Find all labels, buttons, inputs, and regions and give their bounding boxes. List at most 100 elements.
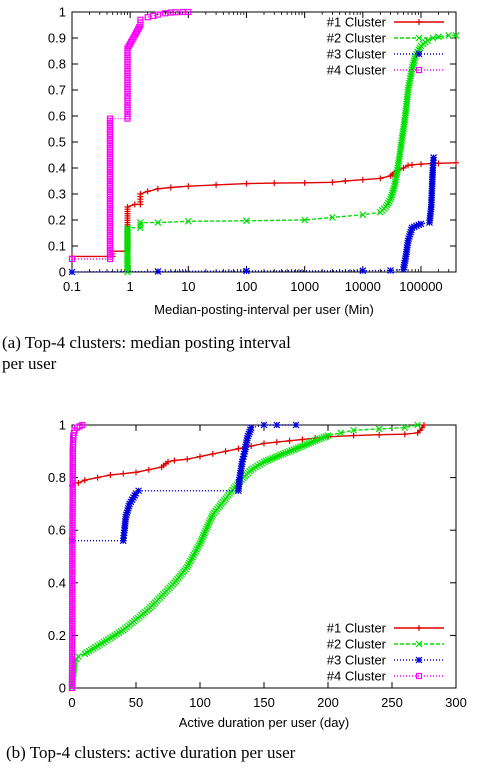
chart-b-series-2-point (316, 435, 323, 443)
chart-a-series-1-point (167, 184, 174, 191)
chart-a-series-2-point (452, 31, 460, 39)
chart-b-series-3-point (243, 434, 251, 442)
chart-a-ytick-label: 0 (59, 265, 66, 280)
chart-b-series-2-point (305, 439, 313, 447)
chart-a: 0.1 1 10 100 1000 10000 10000000.10.20.30.40.5… (2, 5, 460, 373)
chart-a-legend-label-4: #4 Cluster (327, 63, 387, 78)
chart-b-series-2-point (311, 437, 319, 445)
chart-b-series-2-point (190, 551, 198, 559)
chart-a-series-1-point (453, 159, 459, 166)
chart-a-series-3-point (415, 221, 423, 229)
chart-b-series-1-point (94, 474, 101, 481)
chart-b-xlabel: Active duration per user (day) (179, 715, 350, 730)
chart-a-series-2-point (387, 193, 395, 201)
chart-b: 0 50 100 150 200 250 300 0 0.2 0.4 0.6 0.8 1 #1 Clus… (6, 418, 467, 763)
chart-b-legend: #1 Cluster#2 Cluster#3 Cluster#4 Cluster (327, 621, 444, 684)
chart-b-ticks: 0 50 100 150 200 250 300 0 0.2 0.4 0.6 0.8 1 (48, 418, 467, 711)
chart-a-series-2-point (124, 224, 131, 232)
chart-b-series-1-point (421, 422, 427, 428)
chart-a-ytick-label: 0.2 (48, 213, 66, 228)
chart-a-series-3-point (243, 267, 250, 275)
chart-a-series-1-point (408, 161, 415, 168)
chart-a-series-4-point (185, 8, 192, 16)
chart-a-series-2-point (445, 31, 453, 39)
chart-b-series-2-point (188, 555, 195, 563)
chart-a-series-2-point (184, 217, 192, 225)
chart-b-series-2-point (207, 515, 215, 522)
chart-a-series-3-point (154, 268, 162, 275)
chart-b-series-2-point (192, 547, 200, 555)
chart-b-series-3-point (240, 453, 247, 460)
chart-b-xtick-label: 300 (445, 695, 467, 710)
chart-b-series-2-point (198, 535, 206, 543)
chart-b-series-1-point (376, 431, 383, 438)
chart-b-ytick-label: 0.2 (48, 628, 66, 643)
chart-a-series-3-point (405, 235, 413, 243)
chart-a-series-2-point (359, 211, 367, 219)
chart-b-series-1-point (184, 456, 191, 463)
chart-b-series-2-point (266, 455, 274, 463)
chart-a-series-2-point (328, 213, 336, 221)
chart-a-series-1-point (377, 175, 384, 182)
chart-a-ytick-label: 0.3 (48, 187, 66, 202)
chart-b-series-2-point (292, 445, 300, 453)
chart-b-series-2-point (273, 453, 281, 460)
chart-a-series-1-point (131, 201, 138, 208)
chart-b-series-2-point (294, 444, 302, 452)
chart-b-series-2-point (184, 561, 192, 569)
chart-b-series-2-point (186, 557, 194, 565)
chart-b-series-3-point (239, 455, 247, 463)
chart-b-ytick-label: 0 (59, 681, 66, 696)
chart-a-series-1-point (243, 180, 250, 187)
chart-a-series-2-point (301, 216, 309, 224)
chart-b-series-3-point (260, 421, 268, 429)
chart-b-legend-marker-1 (416, 625, 422, 631)
chart-b-legend-marker-3 (415, 656, 423, 664)
chart-b-series-2-point (284, 448, 291, 456)
chart-b-series-2-point (324, 432, 332, 439)
chart-b-series-1-point (165, 458, 171, 465)
chart-a-legend: #1 Cluster#2 Cluster#3 Cluster#4 Cluster (327, 15, 444, 78)
chart-a-series (68, 8, 460, 276)
chart-a-xtick-label: 0.1 (63, 279, 81, 294)
chart-b-series-3-point (273, 421, 281, 429)
chart-b-series-1-point (75, 479, 82, 486)
chart-a-series-3-point (417, 220, 425, 228)
chart-b-series-2-point (320, 433, 328, 441)
chart-a-series-3-point (408, 224, 416, 232)
chart-a-legend-marker-4 (415, 66, 423, 74)
chart-a-ytick-label: 0.9 (48, 31, 66, 46)
chart-b-series-2-point (189, 553, 196, 561)
chart-b-series-2-point (204, 521, 212, 529)
chart-b-series-2-point (262, 457, 270, 465)
chart-a-legend-marker-1 (416, 19, 422, 25)
chart-b-series-2-point (337, 429, 345, 437)
chart-b-series-2-point (350, 426, 358, 434)
chart-a-ytick-label: 0.6 (48, 109, 66, 124)
chart-b-series-2-point (309, 438, 317, 446)
chart-b-series-2-point (208, 513, 216, 520)
chart-a-ytick-label: 0.4 (48, 161, 66, 176)
chart-b-caption: (b) Top-4 clusters: active duration per … (6, 743, 296, 762)
chart-b-legend-label-3: #3 Cluster (327, 653, 387, 668)
chart-b-series-1-point (286, 437, 293, 444)
chart-a-series-2-point (389, 187, 397, 194)
chart-b-series-2-point (264, 456, 272, 464)
chart-a-caption-line2: per user (2, 354, 57, 373)
chart-b-series-2-point (200, 531, 208, 539)
chart-b-series-3-point (240, 450, 248, 458)
chart-b-series-1-point (299, 436, 306, 443)
chart-b-series-2-point (196, 539, 204, 547)
chart-a-series-2-point (389, 189, 396, 197)
chart-b-series-2-point (271, 454, 279, 461)
chart-b-xtick-label: 150 (253, 695, 275, 710)
chart-b-series-3-point (124, 507, 132, 514)
chart-a-series-1-point (213, 181, 220, 188)
chart-b-series-2-point (183, 563, 191, 571)
chart-a-legend-label-1: #1 Cluster (327, 15, 387, 30)
chart-b-series-2-point (205, 519, 213, 527)
chart-b-series-2-point (279, 450, 287, 458)
chart-b-legend-label-2: #2 Cluster (327, 637, 387, 652)
chart-b-series-2-point (298, 442, 306, 450)
